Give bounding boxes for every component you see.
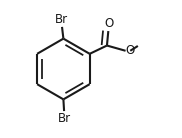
Text: O: O bbox=[104, 17, 113, 30]
Text: Br: Br bbox=[58, 112, 71, 125]
Text: Br: Br bbox=[55, 13, 68, 26]
Text: O: O bbox=[126, 44, 135, 57]
